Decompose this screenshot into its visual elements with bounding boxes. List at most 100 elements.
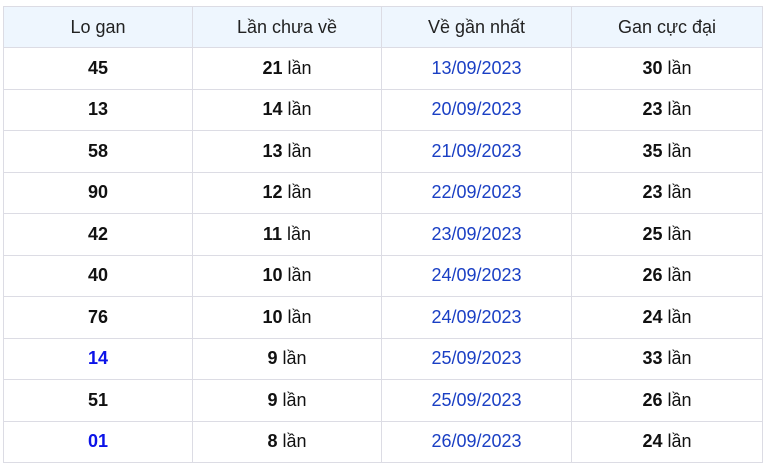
lo-number: 13 xyxy=(87,99,109,120)
max-gap-count: 26 xyxy=(642,265,663,286)
missed-count-cell: 12 lần xyxy=(192,171,382,214)
lo-number-cell: 01 xyxy=(3,420,193,463)
lo-gan-table: Lo gan Lần chưa về Về gần nhất Gan cực đ… xyxy=(3,6,763,463)
max-gap-cell: 30 lần xyxy=(571,47,763,90)
unit-label: lần xyxy=(287,306,312,327)
header-lan-chua-ve: Lần chưa về xyxy=(192,6,382,48)
lo-number-cell: 40 xyxy=(3,254,193,297)
lo-number: 42 xyxy=(87,223,109,244)
unit-label: lần xyxy=(287,57,312,78)
lo-number: 51 xyxy=(87,389,109,410)
max-gap-cell: 35 lần xyxy=(571,130,763,173)
missed-count: 8 xyxy=(267,431,278,452)
last-seen-cell: 25/09/2023 xyxy=(381,337,572,380)
last-seen-cell: 24/09/2023 xyxy=(381,254,572,297)
last-seen-cell: 26/09/2023 xyxy=(381,420,572,463)
unit-label: lần xyxy=(667,306,692,327)
max-gap-cell: 25 lần xyxy=(571,213,763,256)
unit-label: lần xyxy=(287,99,312,120)
lo-number: 45 xyxy=(87,57,109,78)
missed-count-cell: 13 lần xyxy=(192,130,382,173)
unit-label: lần xyxy=(287,182,312,203)
last-seen-date: 25/09/2023 xyxy=(431,389,522,410)
lo-number: 90 xyxy=(87,182,109,203)
max-gap-count: 24 xyxy=(642,431,663,452)
unit-label: lần xyxy=(667,431,692,452)
missed-count-cell: 8 lần xyxy=(192,420,382,463)
max-gap-cell: 33 lần xyxy=(571,337,763,380)
unit-label: lần xyxy=(282,348,307,369)
max-gap-count: 23 xyxy=(642,99,663,120)
lo-number: 01 xyxy=(87,431,109,452)
header-gan-cuc-dai: Gan cực đại xyxy=(571,6,763,48)
lo-number-cell: 42 xyxy=(3,213,193,256)
max-gap-count: 24 xyxy=(642,306,663,327)
unit-label: lần xyxy=(667,57,692,78)
missed-count: 14 xyxy=(262,99,283,120)
max-gap-count: 25 xyxy=(642,223,663,244)
table-row: 40 10 lần 24/09/2023 26 lần xyxy=(3,254,763,297)
missed-count-cell: 14 lần xyxy=(192,88,382,131)
table-row: 58 13 lần 21/09/2023 35 lần xyxy=(3,130,763,173)
missed-count: 9 xyxy=(267,348,278,369)
last-seen-date: 21/09/2023 xyxy=(431,140,522,161)
max-gap-count: 23 xyxy=(642,182,663,203)
max-gap-count: 35 xyxy=(642,140,663,161)
header-row: Lo gan Lần chưa về Về gần nhất Gan cực đ… xyxy=(3,6,763,48)
missed-count: 10 xyxy=(262,306,283,327)
unit-label: lần xyxy=(667,223,692,244)
last-seen-cell: 13/09/2023 xyxy=(381,47,572,90)
lo-number-cell: 45 xyxy=(3,47,193,90)
lo-number: 58 xyxy=(87,140,109,161)
missed-count-cell: 11 lần xyxy=(192,213,382,256)
unit-label: lần xyxy=(667,182,692,203)
missed-count: 13 xyxy=(262,140,283,161)
table-row: 14 9 lần 25/09/2023 33 lần xyxy=(3,337,763,380)
max-gap-cell: 24 lần xyxy=(571,296,763,339)
table-row: 13 14 lần 20/09/2023 23 lần xyxy=(3,88,763,131)
last-seen-cell: 23/09/2023 xyxy=(381,213,572,256)
table-row: 90 12 lần 22/09/2023 23 lần xyxy=(3,171,763,214)
table-row: 42 11 lần 23/09/2023 25 lần xyxy=(3,213,763,256)
last-seen-date: 26/09/2023 xyxy=(431,431,522,452)
missed-count: 12 xyxy=(262,182,283,203)
unit-label: lần xyxy=(667,99,692,120)
missed-count-cell: 21 lần xyxy=(192,47,382,90)
unit-label: lần xyxy=(282,389,307,410)
missed-count: 11 xyxy=(262,223,282,244)
last-seen-cell: 25/09/2023 xyxy=(381,379,572,422)
header-ve-gan-nhat: Về gần nhất xyxy=(381,6,572,48)
missed-count: 10 xyxy=(262,265,283,286)
unit-label: lần xyxy=(667,389,692,410)
max-gap-cell: 24 lần xyxy=(571,420,763,463)
missed-count-cell: 10 lần xyxy=(192,296,382,339)
last-seen-date: 23/09/2023 xyxy=(431,223,522,244)
max-gap-cell: 26 lần xyxy=(571,254,763,297)
lo-number: 76 xyxy=(87,306,109,327)
unit-label: lần xyxy=(667,265,692,286)
last-seen-date: 25/09/2023 xyxy=(431,348,522,369)
max-gap-count: 33 xyxy=(642,348,663,369)
last-seen-date: 22/09/2023 xyxy=(431,182,522,203)
unit-label: lần xyxy=(667,140,692,161)
table-row: 51 9 lần 25/09/2023 26 lần xyxy=(3,379,763,422)
max-gap-count: 26 xyxy=(642,389,663,410)
lo-number-cell: 14 xyxy=(3,337,193,380)
header-lo-gan: Lo gan xyxy=(3,6,193,48)
table-row: 01 8 lần 26/09/2023 24 lần xyxy=(3,420,763,463)
last-seen-cell: 20/09/2023 xyxy=(381,88,572,131)
unit-label: lần xyxy=(287,223,312,244)
table-row: 76 10 lần 24/09/2023 24 lần xyxy=(3,296,763,339)
missed-count-cell: 9 lần xyxy=(192,337,382,380)
lo-number-cell: 13 xyxy=(3,88,193,131)
max-gap-count: 30 xyxy=(642,57,663,78)
lo-number-cell: 90 xyxy=(3,171,193,214)
unit-label: lần xyxy=(667,348,692,369)
last-seen-date: 24/09/2023 xyxy=(431,306,522,327)
missed-count-cell: 10 lần xyxy=(192,254,382,297)
max-gap-cell: 23 lần xyxy=(571,171,763,214)
last-seen-date: 13/09/2023 xyxy=(431,57,522,78)
unit-label: lần xyxy=(287,265,312,286)
lo-number-cell: 58 xyxy=(3,130,193,173)
missed-count-cell: 9 lần xyxy=(192,379,382,422)
